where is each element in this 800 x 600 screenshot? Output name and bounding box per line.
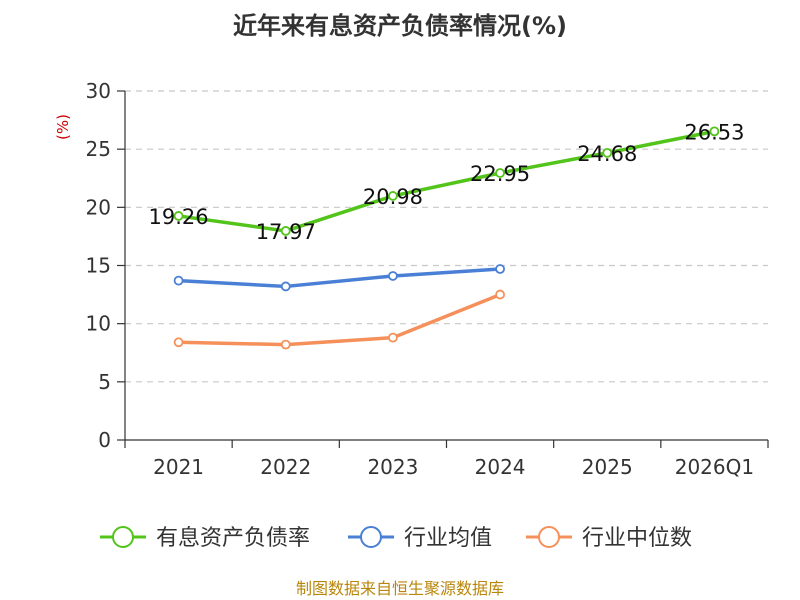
- data-label: 17.97: [256, 220, 316, 244]
- y-tick-label: 30: [86, 79, 111, 103]
- x-tick-label: 2026Q1: [675, 455, 754, 479]
- data-label: 20.98: [363, 185, 423, 209]
- data-point: [388, 271, 398, 281]
- data-point: [173, 211, 184, 221]
- data-point: [602, 147, 613, 158]
- x-tick-label: 2025: [582, 455, 633, 479]
- data-point: [173, 337, 184, 348]
- data-point: [173, 275, 184, 286]
- data-labels: 19.26 17.97 20.98 22.95 24.68 26.53: [149, 120, 745, 244]
- x-tick-label: 2022: [260, 455, 311, 479]
- legend-label: 有息资产负债率: [156, 526, 310, 551]
- data-point: [495, 264, 505, 274]
- data-point: [495, 289, 505, 300]
- legend-marker: [112, 526, 134, 548]
- y-tick-label: 0: [98, 428, 111, 452]
- source-note: 制图数据来自恒生聚源数据库: [296, 579, 504, 598]
- legend: 有息资产负债率 行业均值 行业中位数: [100, 526, 692, 551]
- y-tick-label: 10: [86, 312, 111, 336]
- series-lines: [173, 126, 720, 350]
- grid-lines: [125, 90, 768, 383]
- chart-title: 近年来有息资产负债率情况(%): [233, 12, 567, 40]
- y-axis-label: (%): [54, 114, 72, 140]
- data-point: [388, 191, 398, 201]
- data-point: [280, 226, 291, 236]
- data-point: [280, 281, 291, 292]
- y-tick-label: 15: [86, 254, 111, 278]
- legend-label: 行业均值: [404, 526, 492, 551]
- data-label: 26.53: [684, 120, 744, 144]
- series-line: [178, 292, 501, 347]
- data-point: [280, 339, 291, 350]
- series-line: [178, 267, 501, 289]
- series-line: [178, 129, 715, 233]
- legend-label: 行业中位数: [582, 526, 692, 551]
- y-tick-label: 5: [98, 370, 111, 394]
- y-tick-label: 20: [86, 195, 111, 219]
- data-label: 24.68: [577, 142, 637, 166]
- legend-marker: [538, 526, 560, 548]
- x-tick-label: 2021: [153, 455, 204, 479]
- data-point: [388, 332, 398, 343]
- data-label: 22.95: [470, 162, 530, 186]
- data-point: [709, 126, 720, 137]
- y-tick-label: 25: [86, 137, 111, 161]
- data-point: [495, 168, 505, 178]
- legend-marker: [360, 526, 382, 548]
- x-tick-label: 2023: [367, 455, 418, 479]
- x-tick-label: 2024: [475, 455, 526, 479]
- data-label: 19.26: [149, 205, 209, 229]
